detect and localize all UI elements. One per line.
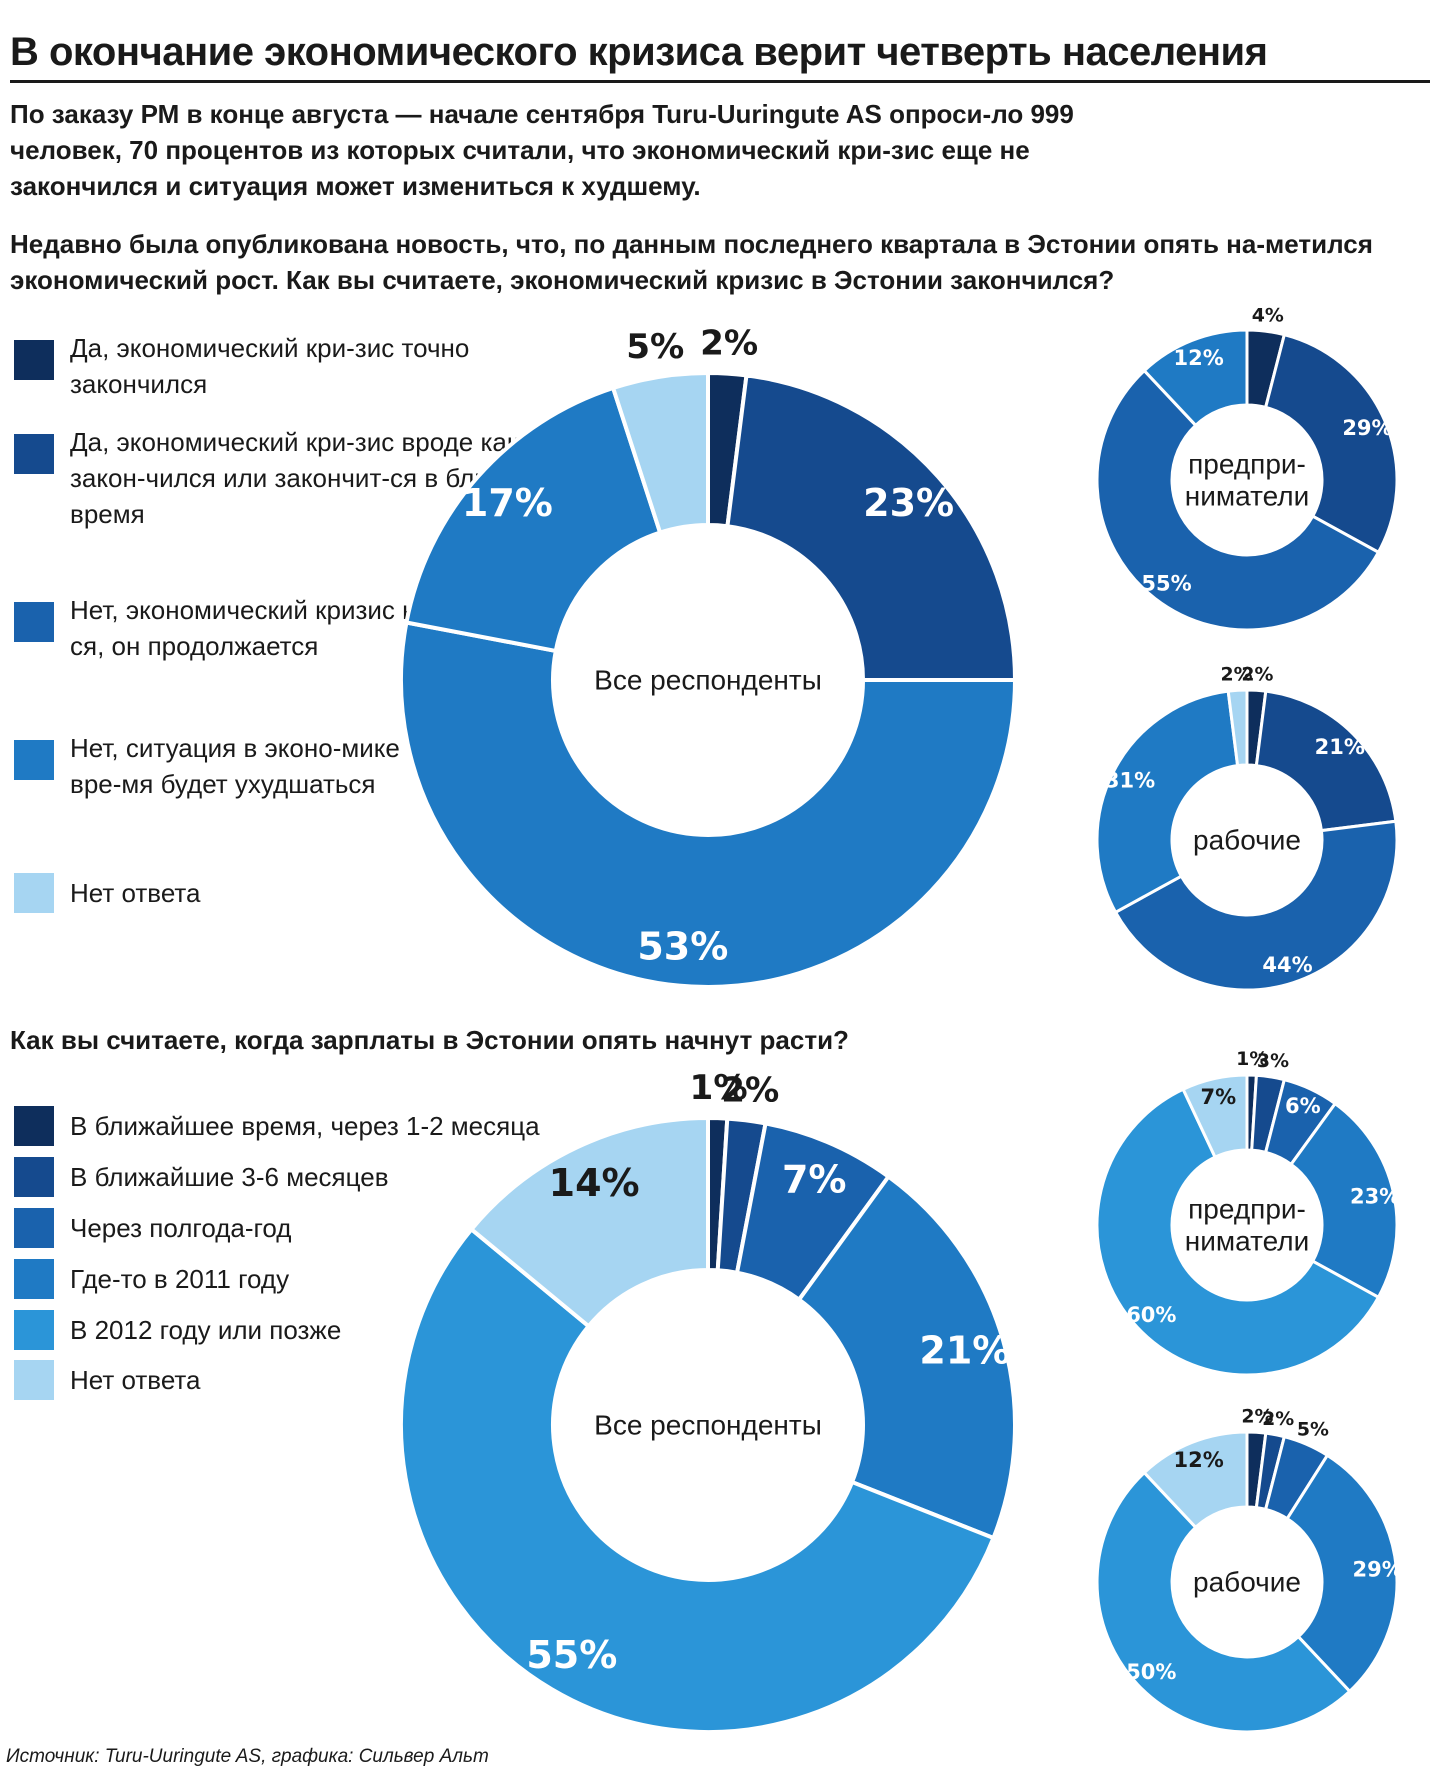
intro-text: По заказу РМ в конце августа — начале се… [10, 99, 1074, 201]
slice-label: 4% [1252, 304, 1284, 326]
legend-swatch [14, 340, 54, 380]
donut-slice [468, 1115, 710, 1330]
slice-label: 17% [462, 481, 553, 525]
slice-label: 2% [1262, 1408, 1294, 1430]
slice-label: 23% [863, 481, 954, 525]
donut-slice [1095, 368, 1381, 632]
page-title: В окончание экономического кризиса верит… [10, 30, 1268, 74]
donut-center-label: рабочие [1193, 1567, 1301, 1598]
slice-label: 14% [549, 1161, 640, 1205]
legend-swatch [14, 1157, 54, 1197]
donut-chart-3: 2% 21% 44% 31% 2% рабочие [1095, 663, 1399, 992]
slice-label: 29% [1353, 1558, 1403, 1582]
donut-slice [1142, 1430, 1249, 1530]
donut-slice [399, 1226, 997, 1734]
legend-label: В ближайшие 3-6 месяцев [70, 1162, 389, 1192]
slice-label: 6% [1285, 1094, 1321, 1118]
slice-label: 53% [637, 924, 728, 968]
donut-center-label: предпри- [1188, 1193, 1306, 1224]
slice-label: 1% [1236, 1048, 1268, 1070]
donut-slice [1095, 1087, 1381, 1377]
slice-label: 21% [1315, 735, 1365, 759]
slice-label: 21% [919, 1328, 1010, 1372]
legend-label: Нет ответа [70, 878, 201, 908]
legend-label: В 2012 году или позже [70, 1315, 342, 1345]
slice-label: 12% [1174, 346, 1224, 370]
donut-slice [1095, 689, 1240, 915]
legend-label: В ближайшее время, через 1-2 месяца [70, 1111, 540, 1141]
donut-center-label: Все респонденты [594, 1410, 822, 1441]
legend-swatch [14, 1259, 54, 1299]
legend-label: Через полгода-год [70, 1213, 292, 1243]
legend-swatch [14, 1360, 54, 1400]
slice-label: 23% [1350, 1184, 1400, 1208]
legend-swatch [14, 1310, 54, 1350]
slice-label: 5% [1297, 1419, 1329, 1441]
donut-chart-5: 1%3% 6% 23% 60% 7% предпри-ниматели [1095, 1048, 1400, 1377]
donut-slice [725, 373, 1018, 682]
donut-center-label: ниматели [1185, 1226, 1309, 1257]
donut-center-label: предпри- [1188, 448, 1306, 479]
donut-chart-4: 1%2% 7% 21% 55% 14% Все респонденты [399, 1068, 1017, 1734]
question-1: Недавно была опубликована новость, что, … [10, 229, 1373, 295]
legend-label: Да, экономический кри-зис вроде как зако… [70, 427, 585, 529]
donut-chart-1: 2% 23% 53% 17% 5% Все респонденты [399, 324, 1018, 989]
slice-label: 50% [1126, 1660, 1176, 1684]
donut-slice [1254, 689, 1398, 833]
slice-label: 55% [526, 1633, 617, 1677]
slice-label: 55% [1141, 572, 1191, 596]
slice-label: 3% [1257, 1050, 1289, 1072]
legend-swatch [14, 1106, 54, 1146]
question-2: Как вы считаете, когда зарплаты в Эстони… [10, 1025, 849, 1055]
source-note: Источник: Turu-Uuringute AS, графика: Си… [6, 1746, 489, 1767]
slice-label: 31% [1105, 768, 1155, 792]
donut-chart-2: 4% 29% 55% 12% предпри-ниматели [1095, 304, 1399, 632]
title-rule [10, 80, 1430, 83]
slice-label: 2% [721, 1071, 779, 1111]
donut-slice [610, 370, 710, 536]
slice-label: 5% [626, 327, 684, 367]
donut-center-label: рабочие [1193, 825, 1301, 856]
donut-chart-6: 2%2% 5%29%50%12%рабочие [1095, 1405, 1403, 1734]
slice-label: 60% [1126, 1303, 1176, 1327]
legend-swatch [14, 434, 54, 474]
slice-label: 2% [1241, 663, 1273, 685]
slice-label: 44% [1262, 953, 1312, 977]
slice-label: 12% [1174, 1448, 1224, 1472]
donut-slice [1142, 328, 1249, 428]
slice-label: 7% [1201, 1085, 1237, 1109]
legend-swatch [14, 873, 54, 913]
slice-label: 2% [700, 324, 758, 364]
legend-label: Где-то в 2011 году [70, 1264, 290, 1294]
donut-slice [1288, 1101, 1399, 1300]
slice-label: 1% [690, 1068, 748, 1108]
donut-slice [796, 1173, 1017, 1541]
donut-slice [1226, 688, 1249, 768]
slice-label: 29% [1342, 416, 1392, 440]
donut-center-label: Все респонденты [594, 665, 822, 696]
slice-label: 2% [1221, 663, 1253, 685]
legend-label: Да, экономический кри-зис точно закончил… [70, 333, 470, 399]
donut-slice [1263, 332, 1399, 555]
slice-label: 2% [1241, 1405, 1273, 1427]
donut-slice [1285, 1453, 1399, 1694]
donut-slice [1113, 819, 1399, 992]
legend-swatch [14, 602, 54, 642]
legend-swatch [14, 1208, 54, 1248]
donut-slice [1181, 1073, 1249, 1160]
legend-swatch [14, 740, 54, 780]
donut-slice [1095, 1470, 1352, 1734]
donut-slice [399, 620, 1018, 989]
legend-label: Нет ответа [70, 1365, 201, 1395]
donut-center-label: ниматели [1185, 481, 1309, 512]
donut-slice [404, 385, 663, 654]
slice-label: 7% [782, 1158, 847, 1202]
